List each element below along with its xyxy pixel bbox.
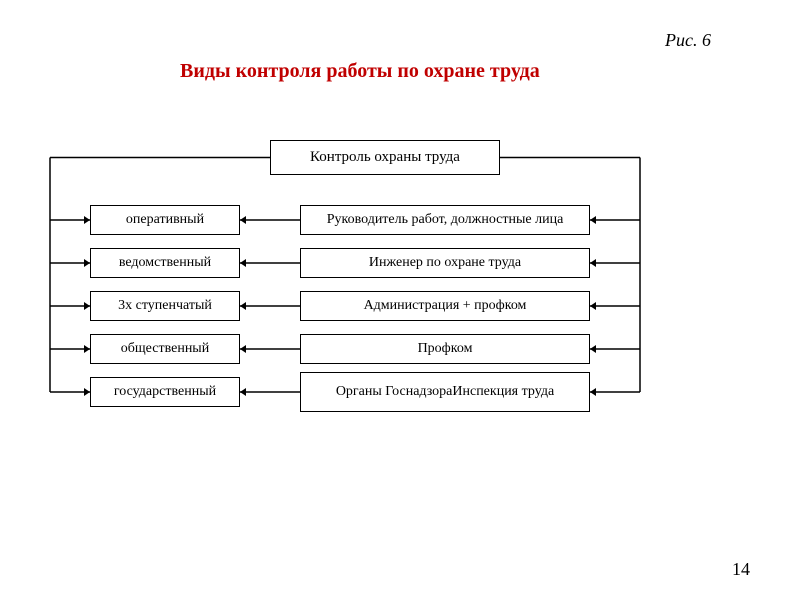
- right-box-2: Администрация + профком: [300, 291, 590, 321]
- root-box: Контроль охраны труда: [270, 140, 500, 175]
- page-number: 14: [732, 559, 750, 580]
- right-box-0: Руководитель работ, должностные лица: [300, 205, 590, 235]
- right-box-1: Инженер по охране труда: [300, 248, 590, 278]
- figure-label: Рис. 6: [665, 30, 711, 51]
- left-box-2: 3х ступенчатый: [90, 291, 240, 321]
- left-box-1: ведомственный: [90, 248, 240, 278]
- left-box-0: оперативный: [90, 205, 240, 235]
- left-box-3: общественный: [90, 334, 240, 364]
- diagram-title: Виды контроля работы по охране труда: [180, 60, 540, 83]
- right-box-4: Органы ГоснадзораИнспекция труда: [300, 372, 590, 412]
- left-box-4: государственный: [90, 377, 240, 407]
- right-box-3: Профком: [300, 334, 590, 364]
